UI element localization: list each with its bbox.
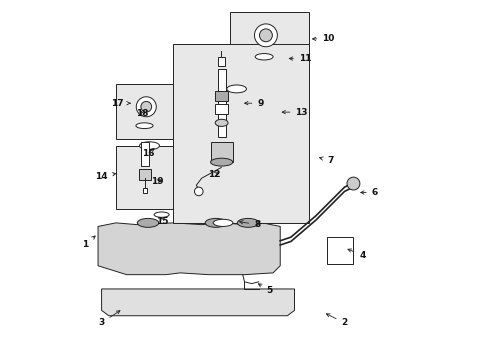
Bar bbox=[217, 69, 225, 137]
Circle shape bbox=[259, 29, 272, 42]
Text: 8: 8 bbox=[239, 220, 260, 229]
Ellipse shape bbox=[136, 123, 153, 129]
Ellipse shape bbox=[154, 212, 169, 217]
Ellipse shape bbox=[226, 85, 246, 93]
Text: 2: 2 bbox=[326, 314, 347, 327]
Text: 4: 4 bbox=[347, 249, 365, 260]
Bar bbox=[142, 188, 147, 193]
Bar bbox=[210, 143, 232, 162]
Circle shape bbox=[346, 177, 359, 190]
Text: 7: 7 bbox=[319, 156, 333, 165]
Circle shape bbox=[254, 24, 277, 47]
Ellipse shape bbox=[237, 219, 258, 227]
Bar bbox=[215, 104, 227, 114]
PathPatch shape bbox=[98, 223, 280, 275]
Ellipse shape bbox=[215, 119, 227, 126]
Ellipse shape bbox=[139, 142, 159, 150]
Bar bbox=[217, 57, 224, 66]
Ellipse shape bbox=[205, 219, 226, 227]
Text: 11: 11 bbox=[289, 54, 311, 63]
Text: 12: 12 bbox=[207, 170, 220, 179]
PathPatch shape bbox=[102, 289, 294, 316]
Circle shape bbox=[141, 102, 151, 112]
Circle shape bbox=[194, 187, 203, 196]
Bar bbox=[116, 84, 180, 139]
Text: 17: 17 bbox=[111, 99, 130, 108]
Ellipse shape bbox=[210, 158, 232, 166]
Bar bbox=[116, 146, 180, 208]
Bar bbox=[141, 143, 148, 166]
Bar bbox=[230, 12, 308, 73]
Text: 5: 5 bbox=[258, 284, 272, 295]
Text: 1: 1 bbox=[82, 236, 95, 249]
Bar bbox=[326, 237, 353, 264]
Ellipse shape bbox=[213, 219, 232, 226]
Bar bbox=[215, 91, 227, 102]
Ellipse shape bbox=[137, 219, 159, 227]
Text: 6: 6 bbox=[360, 188, 377, 197]
Bar bbox=[173, 44, 308, 223]
Circle shape bbox=[136, 97, 156, 117]
Text: 16: 16 bbox=[142, 148, 154, 158]
Text: 18: 18 bbox=[136, 109, 149, 118]
Text: 9: 9 bbox=[244, 99, 263, 108]
Bar bbox=[139, 169, 150, 180]
Text: 3: 3 bbox=[98, 311, 120, 327]
Text: 14: 14 bbox=[95, 172, 116, 181]
Text: 10: 10 bbox=[312, 35, 334, 44]
Ellipse shape bbox=[255, 54, 272, 60]
Text: 19: 19 bbox=[150, 177, 163, 186]
Text: 13: 13 bbox=[282, 108, 307, 117]
Text: 15: 15 bbox=[156, 217, 168, 226]
